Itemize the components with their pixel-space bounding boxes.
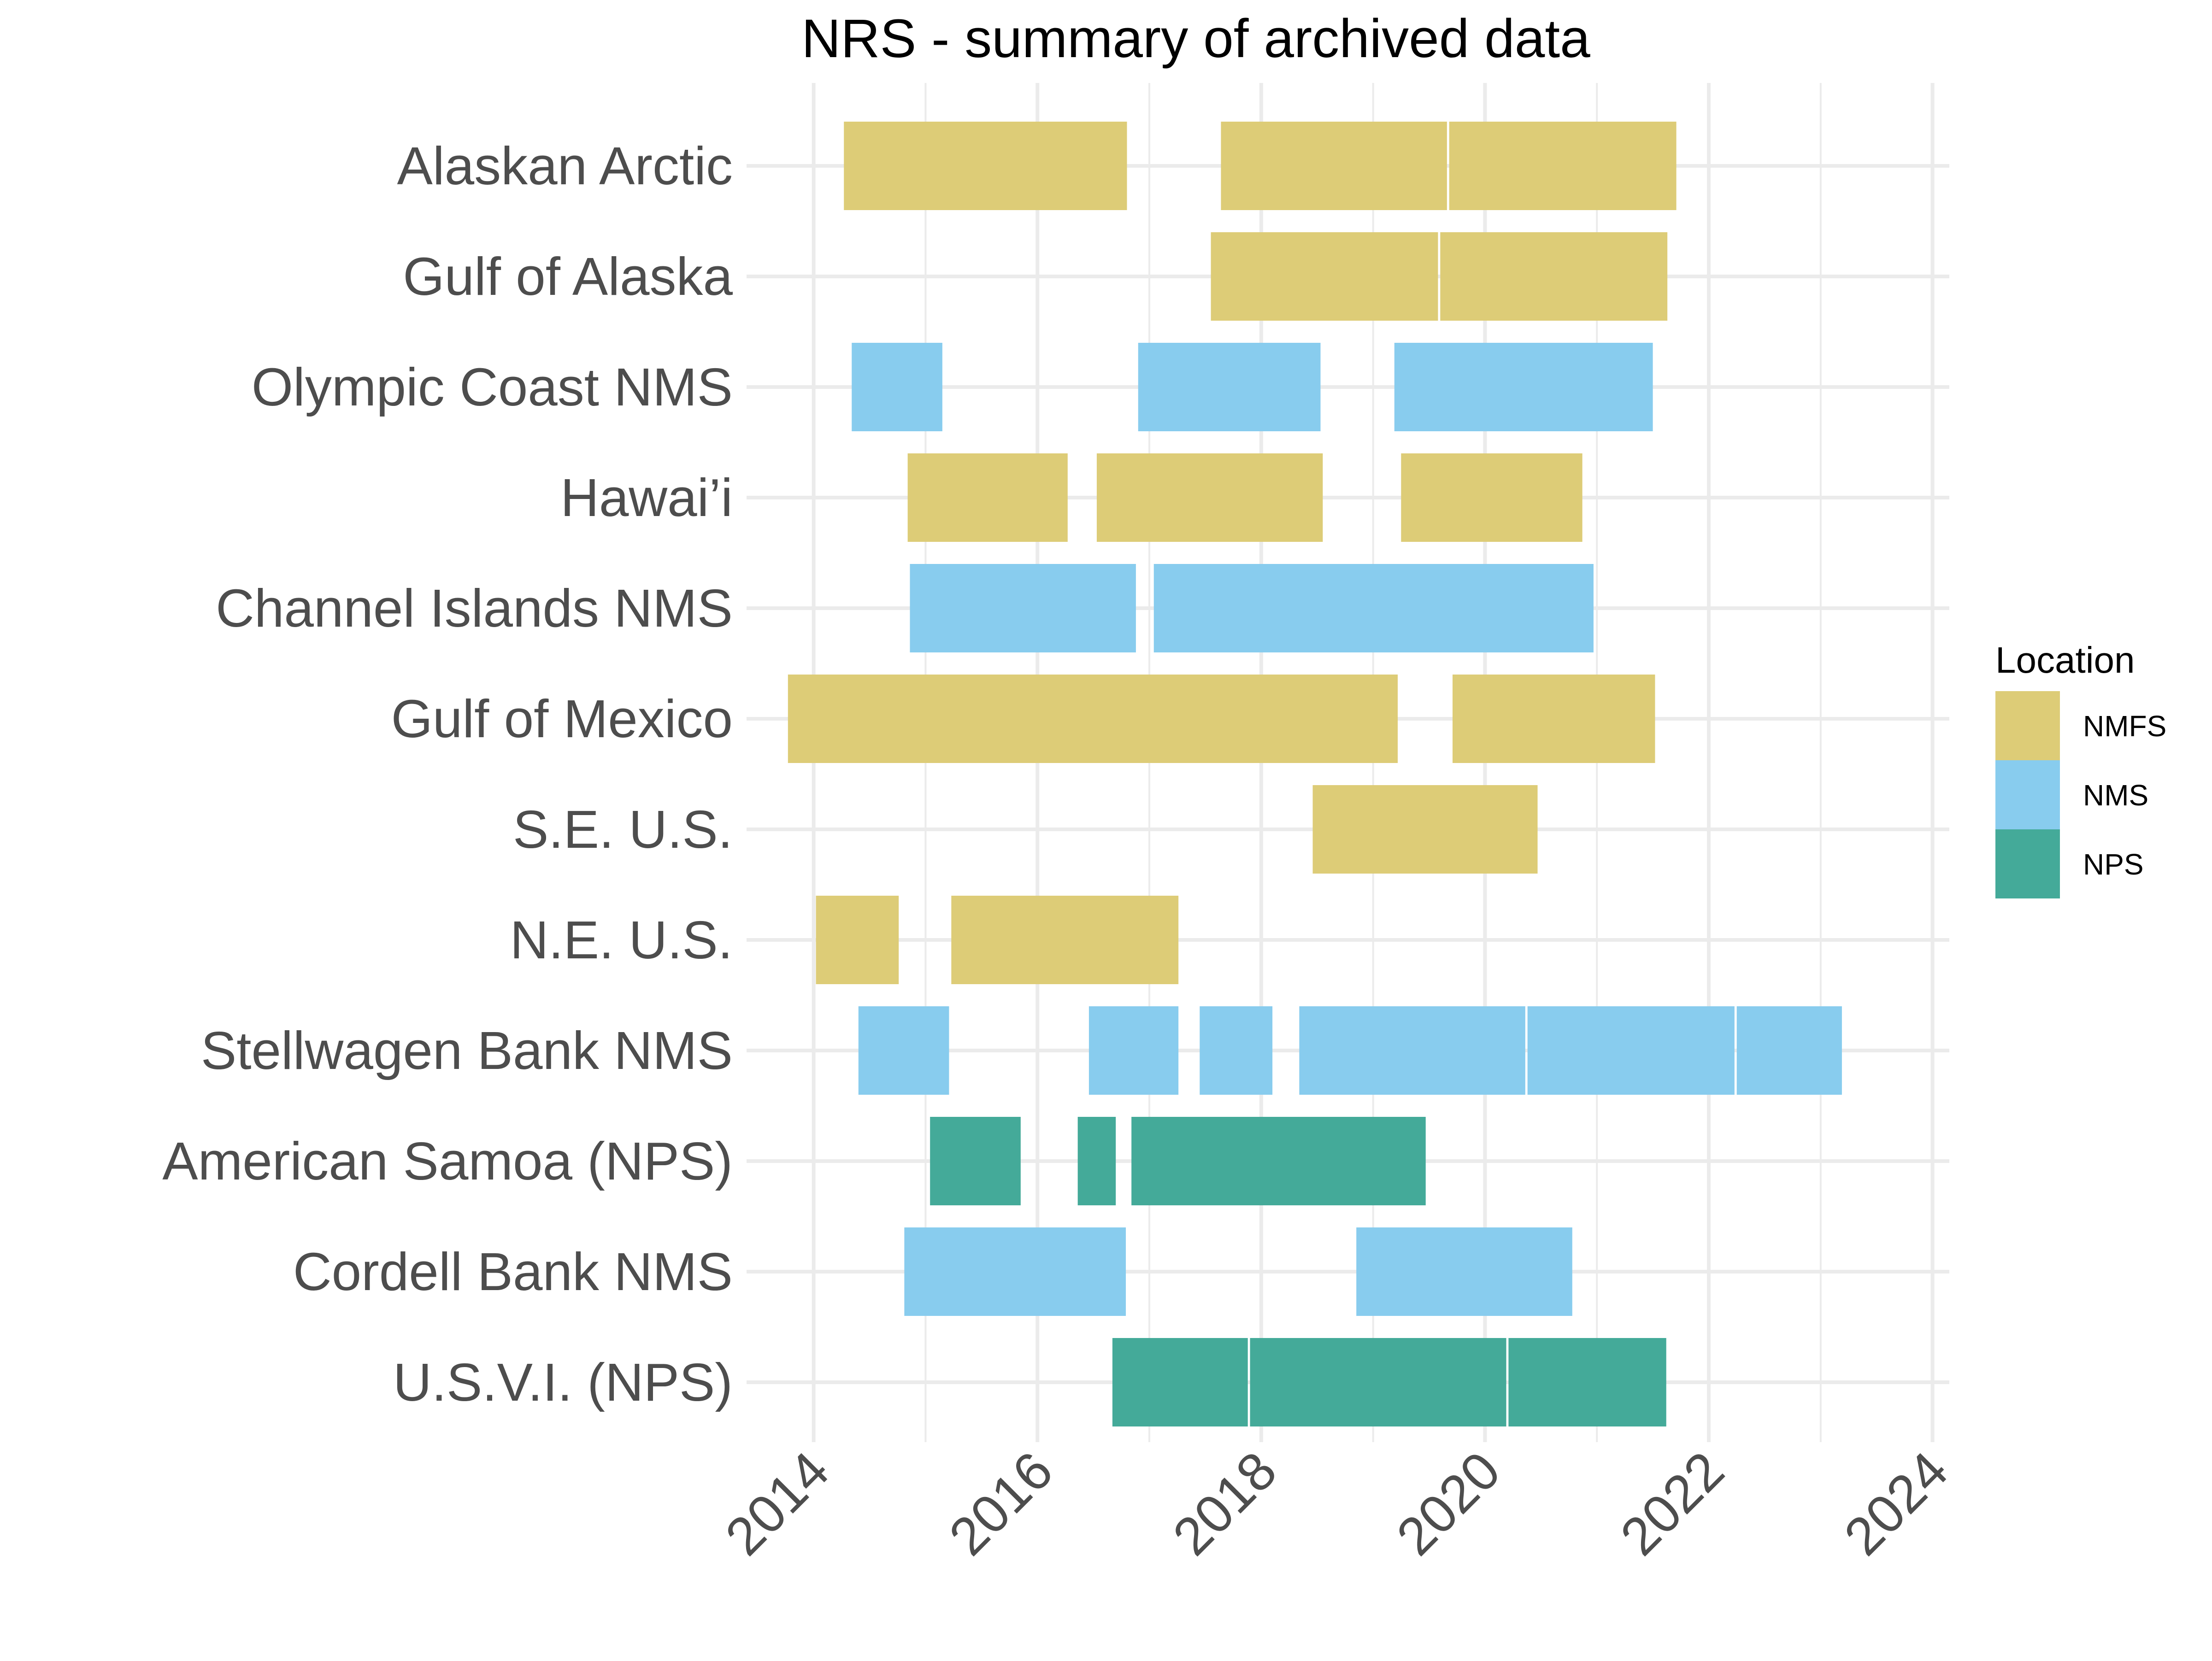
timeline-bar [907, 453, 1068, 542]
timeline-bar [1153, 564, 1594, 652]
timeline-bar [1356, 1227, 1572, 1316]
x-tick-label: 2020 [1385, 1440, 1512, 1567]
timeline-bar [1449, 122, 1677, 210]
y-tick-label: S.E. U.S. [513, 799, 733, 859]
y-tick-label: N.E. U.S. [510, 910, 733, 970]
y-tick-label: Gulf of Alaska [403, 247, 733, 306]
legend: Location NMFS NMS NPS [1995, 640, 2166, 898]
y-tick-label: Alaskan Arctic [397, 136, 733, 196]
timeline-bar [1221, 122, 1447, 210]
y-tick-label: U.S.V.I. (NPS) [393, 1352, 733, 1412]
timeline-bar [1508, 1338, 1666, 1426]
timeline-bar [1736, 1006, 1842, 1095]
timeline-bar [1527, 1006, 1735, 1095]
timeline-bar [788, 675, 1398, 763]
timeline-bar [1401, 453, 1583, 542]
legend-title: Location [1995, 640, 2135, 681]
x-axis-labels: 2014 2016 2018 2020 2022 2024 [714, 1440, 1959, 1567]
timeline-bar [930, 1117, 1021, 1205]
timeline-bar [1200, 1006, 1273, 1095]
timeline-bar [1453, 675, 1655, 763]
timeline-bar [852, 343, 942, 431]
timeline-bar [1250, 1338, 1506, 1426]
timeline-bar [1299, 1006, 1525, 1095]
legend-swatch [1995, 760, 2060, 829]
timeline-bar [1096, 453, 1323, 542]
timeline-bar [1112, 1338, 1248, 1426]
timeline-bar [951, 896, 1179, 984]
y-tick-label: American Samoa (NPS) [162, 1131, 733, 1191]
legend-label: NMS [2083, 779, 2148, 812]
timeline-bar [904, 1227, 1126, 1316]
y-axis-labels: Alaskan Arctic Gulf of Alaska Olympic Coas… [162, 136, 733, 1412]
timeline-bar [1131, 1117, 1426, 1205]
y-tick-label: Olympic Coast NMS [252, 357, 733, 417]
timeline-bar [844, 122, 1127, 210]
x-tick-label: 2022 [1609, 1440, 1735, 1567]
y-tick-label: Channel Islands NMS [216, 578, 733, 638]
legend-swatch [1995, 691, 2060, 760]
timeline-bar [1211, 232, 1438, 321]
x-tick-label: 2016 [938, 1440, 1064, 1567]
legend-label: NMFS [2083, 710, 2166, 743]
y-tick-label: Hawai’i [560, 468, 733, 528]
timeline-bar [1138, 343, 1321, 431]
timeline-bar [816, 896, 899, 984]
timeline-bar [858, 1006, 949, 1095]
timeline-bar [1077, 1117, 1116, 1205]
y-tick-label: Gulf of Mexico [391, 689, 733, 749]
legend-label: NPS [2083, 848, 2144, 881]
timeline-bar [1440, 232, 1668, 321]
timeline-bar [1394, 343, 1653, 431]
x-tick-label: 2018 [1161, 1440, 1288, 1567]
x-tick-label: 2024 [1833, 1440, 1959, 1567]
chart-title: NRS - summary of archived data [801, 8, 1590, 69]
timeline-bar [910, 564, 1136, 652]
bars [788, 122, 1842, 1426]
y-tick-label: Stellwagen Bank NMS [201, 1021, 733, 1080]
legend-swatch [1995, 829, 2060, 898]
x-tick-label: 2014 [714, 1440, 840, 1567]
timeline-bar [1088, 1006, 1179, 1095]
y-tick-label: Cordell Bank NMS [293, 1242, 733, 1302]
timeline-bar [1312, 785, 1538, 874]
